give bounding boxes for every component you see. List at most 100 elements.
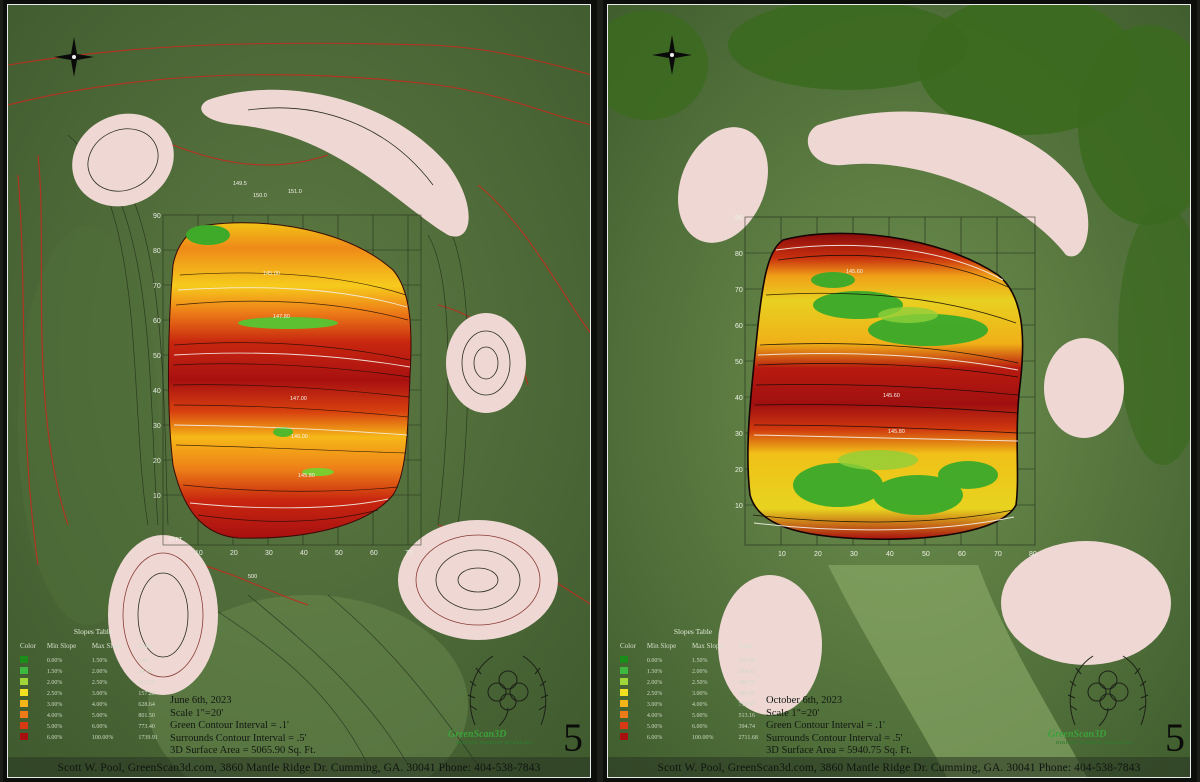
axis-x-label: 80 (1029, 551, 1037, 558)
slopes-table-grid: Color Min Slope Max Slope Area 0.00% 1.50… (18, 642, 168, 743)
sand-bunkers (72, 89, 558, 695)
slopes-table-body: 0.00% 1.50% 2.67 1.50% 2.00% 24.09 2.00% 2.50% 1… (18, 655, 168, 743)
slope-color-cell (618, 732, 645, 743)
slope-max-cell: 6.00% (691, 723, 708, 730)
putting-green-slope-map (747, 232, 1024, 541)
slope-area-cell: 628.64 (138, 701, 155, 708)
slope-min-cell: 4.00% (46, 712, 63, 719)
grid-axis-labels: 10 20 30 40 50 60 70 80 10 20 30 40 50 6… (735, 215, 1037, 558)
slope-color-swatch (620, 722, 628, 729)
slope-color-cell (18, 732, 45, 743)
hole-number: 5 (563, 715, 583, 760)
slope-color-swatch (20, 733, 28, 740)
slope-color-swatch (620, 733, 628, 740)
axis-x-label: 10 (195, 550, 203, 557)
surrounds-contour-interval: Surrounds Contour Interval = .5' (170, 732, 307, 744)
fairway-approach (828, 565, 1087, 777)
column-header: Area (138, 642, 152, 650)
slope-area-cell: 2711.68 (738, 734, 758, 741)
clover-crest-icon (467, 655, 549, 727)
axis-x-label: 20 (230, 550, 238, 557)
surface-area: 3D Surface Area = 5065.90 Sq. Ft. (170, 745, 316, 756)
slope-max-cell: 100.00% (91, 734, 114, 741)
axis-y-label: 30 (735, 431, 743, 438)
north-arrow-icon (54, 37, 94, 77)
slope-color-swatch (20, 711, 28, 718)
slope-area-cell: 719.97 (738, 701, 756, 708)
axis-x-label: 60 (370, 550, 378, 557)
axis-x-label: 70 (405, 550, 413, 557)
slope-color-swatch (620, 656, 628, 663)
slope-area-cell: 513.16 (738, 712, 756, 719)
slope-color-cell (18, 677, 45, 688)
elevation-labels: 10 FT 147.00 145.00 146.00 145.80 147.80… (168, 181, 315, 580)
table-header-row: Color Min Slope Max Slope Area (18, 642, 168, 655)
slope-color-cell (618, 699, 645, 710)
slope-area-cell: 773.40 (138, 723, 155, 730)
slopes-table-body: 0.00% 1.50% 278.08 1.50% 2.00% 384.52 2.00% 2.5… (618, 655, 768, 743)
slope-area-cell: 480.80 (738, 690, 756, 697)
slope-min-cell: 0.00% (646, 657, 663, 664)
axis-y-label: 70 (735, 287, 743, 294)
slope-min-cell: 2.00% (46, 679, 63, 686)
axis-y-label: 90 (735, 215, 743, 222)
slope-area-cell: 157.20 (138, 690, 155, 697)
column-header: Color (620, 642, 636, 650)
survey-sheet-october: 10 20 30 40 50 60 70 80 10 20 30 40 50 6… (603, 0, 1197, 782)
column-header: Max Slope (91, 642, 123, 650)
surrounds-contour-interval: Surrounds Contour Interval = .5' (766, 732, 903, 744)
slope-area-cell: 394.74 (738, 723, 756, 730)
column-header: Area (738, 642, 753, 650)
footer-bar (608, 757, 1190, 777)
logo-tagline: DIGITAL TERRAIN MODELING (1056, 740, 1133, 745)
slope-min-cell: 5.00% (646, 723, 663, 730)
table-row: 0.00% 1.50% 278.08 (618, 655, 768, 666)
sand-bunkers (678, 111, 1171, 715)
slope-color-cell (18, 710, 45, 721)
elevation-label: 145.60 (883, 393, 900, 399)
slope-color-swatch (620, 700, 628, 707)
table-row: 1.50% 2.00% 384.52 (618, 666, 768, 677)
elevation-label: 145.60 (846, 269, 863, 275)
elevation-label: 151.0 (288, 189, 302, 195)
slope-color-swatch (620, 689, 628, 696)
slope-color-cell (618, 710, 645, 721)
slope-min-cell: 3.00% (646, 701, 663, 708)
slope-color-swatch (620, 678, 628, 685)
slope-min-cell: 3.00% (46, 701, 63, 708)
axis-y-label: 80 (735, 251, 743, 258)
axis-x-label: 10 (778, 551, 786, 558)
axis-x-label: 20 (814, 551, 822, 558)
sheet-frame: 10 20 30 40 50 60 70 10 20 30 40 50 60 7… (7, 4, 591, 778)
table-row: 2.00% 2.50% 117.27 (18, 677, 168, 688)
slopes-table-grid: Color Min Slope Max Slope Area 0.00% 1.50… (618, 642, 768, 743)
slope-max-cell: 1.50% (91, 657, 108, 664)
slope-area-cell: 384.52 (738, 668, 756, 675)
axis-y-label: 50 (153, 353, 161, 360)
survey-date: October 6th, 2023 (766, 695, 843, 706)
table-row: 0.00% 1.50% 2.67 (18, 655, 168, 666)
slope-color-cell (18, 721, 45, 732)
table-row: 2.50% 3.00% 157.20 (18, 688, 168, 699)
slope-max-cell: 4.00% (91, 701, 108, 708)
axis-x-label: 50 (922, 551, 930, 558)
elevation-labels: 145.60 145.60 145.80 (846, 269, 905, 435)
logo-name: GreenScan3D (448, 729, 507, 740)
map-scale: Scale 1"=20' (170, 707, 224, 719)
green-contour-map: 10 20 30 40 50 60 70 80 10 20 30 40 50 6… (608, 5, 1190, 777)
slope-max-cell: 100.00% (691, 734, 714, 741)
greenscan-logo: GreenScan3D DIGITAL TERRAIN MODELING (448, 729, 533, 745)
slopes-table: Slopes Table Color Min Slope Max Slope A… (618, 627, 768, 743)
slope-min-cell: 2.00% (646, 679, 663, 686)
slope-color-swatch (20, 689, 28, 696)
slope-max-cell: 6.00% (91, 723, 108, 730)
elevation-label: 145.00 (263, 271, 280, 277)
hole-number: 5 (1165, 715, 1185, 760)
axis-x-label: 40 (886, 551, 894, 558)
slope-max-cell: 5.00% (691, 712, 708, 719)
elevation-label: 149.5 (233, 181, 247, 187)
slopes-table: Slopes Table Color Min Slope Max Slope A… (18, 627, 168, 743)
slope-color-swatch (20, 667, 28, 674)
slope-area-cell: 801.50 (138, 712, 155, 719)
table-row: 4.00% 5.00% 801.50 (18, 710, 168, 721)
